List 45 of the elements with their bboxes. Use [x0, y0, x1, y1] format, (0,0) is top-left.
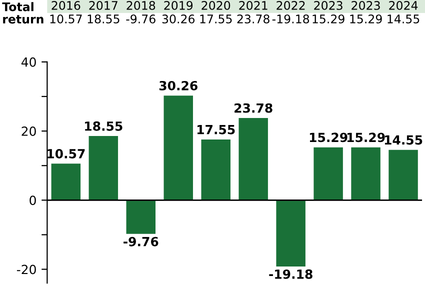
y-tick-label: 0	[30, 196, 36, 206]
annotation: 10.57	[48, 148, 85, 158]
bar	[388, 150, 418, 200]
x-tick-label: 2020	[202, 0, 230, 10]
annotation: 15.29	[310, 132, 348, 142]
y-tick-label: 20	[22, 126, 36, 136]
annotation: 14.55	[384, 135, 422, 145]
data-label: 15.29	[312, 14, 344, 24]
annotation: 23.78	[234, 103, 272, 113]
data-label: 23.78	[237, 14, 270, 24]
data-label: 18.55	[88, 14, 120, 24]
x-tick-label: 2017	[89, 0, 118, 10]
x-tick-label: 2024	[389, 0, 418, 10]
x-tick-label: 2018	[126, 0, 156, 10]
annotation: -9.76	[124, 236, 158, 246]
x-tick-label: 2021	[239, 0, 268, 10]
data-label: 15.29	[350, 14, 382, 24]
annotation: 17.55	[198, 125, 235, 134]
annotation: 30.26	[159, 80, 198, 90]
bar	[88, 136, 118, 200]
x-tick-label: 2019	[164, 0, 193, 10]
bar	[276, 200, 306, 266]
bar	[238, 118, 268, 200]
annotation: 18.55	[85, 121, 122, 131]
bar	[314, 147, 343, 200]
text: Total return	[2, 2, 44, 24]
data-label: 10.57	[50, 14, 82, 24]
bar	[126, 200, 156, 234]
data-label: 30.26	[162, 14, 195, 24]
bar	[51, 164, 81, 200]
bar	[351, 147, 380, 200]
x-tick-label: 2016	[52, 0, 80, 10]
x-tick-label: 2023	[314, 0, 342, 10]
data-label: 14.55	[388, 14, 420, 24]
bar	[164, 96, 193, 200]
bar	[201, 140, 230, 200]
x-tick-label: 2022	[276, 0, 305, 10]
annotation: -19.18	[269, 269, 312, 279]
annotation: 15.29	[347, 132, 385, 142]
x-tick-label: 2023	[352, 0, 380, 10]
y-tick-label: -20	[16, 264, 36, 274]
data-label: -9.76	[126, 14, 156, 24]
data-label: -19.18	[272, 14, 310, 24]
y-tick-label: 40	[21, 57, 36, 67]
data-label: 17.55	[200, 14, 232, 24]
